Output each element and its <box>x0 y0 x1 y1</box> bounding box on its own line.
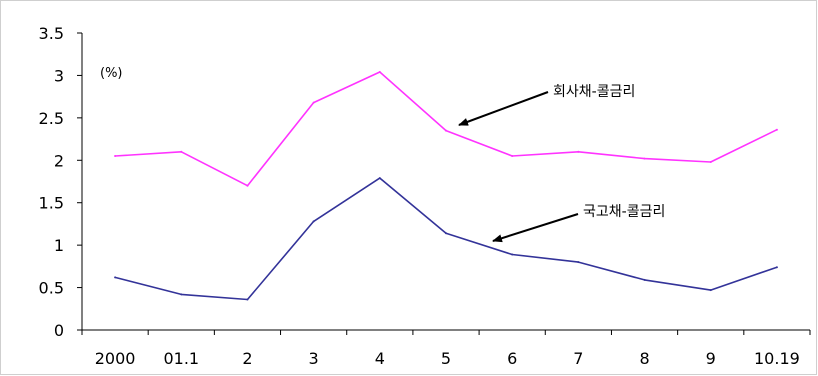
y-tick-label: 2 <box>54 151 64 170</box>
data-point <box>312 101 315 104</box>
data-point <box>445 232 447 235</box>
data-point <box>643 157 646 160</box>
arrow-icon <box>492 213 579 243</box>
data-point <box>709 289 712 292</box>
x-tick-label: 2 <box>242 349 252 368</box>
data-point <box>709 160 712 163</box>
y-tick-label: 3 <box>54 66 64 85</box>
data-point <box>114 276 117 279</box>
data-point <box>775 266 778 269</box>
x-tick-label: 5 <box>441 349 451 368</box>
data-point <box>511 155 514 158</box>
x-tick-label: 01.1 <box>163 349 199 368</box>
data-point <box>577 150 580 153</box>
x-ticks: 2000 01.1 2 3 4 5 6 7 8 9 10.19 <box>81 330 811 368</box>
series-layer <box>114 71 778 301</box>
y-tick-label: 0.5 <box>39 279 64 298</box>
y-tick-label: 1 <box>54 236 64 255</box>
y-tick-label: 0 <box>54 321 64 340</box>
x-tick-label: 2000 <box>95 349 136 368</box>
series-label-1: 회사채-콜금리 <box>553 84 635 100</box>
data-point <box>180 293 183 296</box>
x-tick-label: 9 <box>706 349 716 368</box>
x-tick-label: 4 <box>375 349 385 368</box>
arrow-icon <box>458 91 549 126</box>
y-ticks: 3.5 3 2.5 2 1.5 1 0.5 0 <box>39 24 82 340</box>
x-tick-label: 6 <box>507 349 517 368</box>
x-tick-label: 8 <box>639 349 649 368</box>
data-point <box>246 184 249 187</box>
x-tick-label: 3 <box>309 349 319 368</box>
data-point <box>378 71 381 74</box>
data-point <box>246 298 249 301</box>
unit-label: (%) <box>100 66 123 81</box>
y-tick-label: 2.5 <box>39 109 64 128</box>
data-point <box>114 155 117 158</box>
y-tick-label: 1.5 <box>39 194 64 213</box>
data-point <box>312 220 315 223</box>
data-point <box>775 128 778 131</box>
data-point <box>577 261 580 264</box>
x-tick-label: 10.19 <box>754 349 800 368</box>
series-label-2: 국고채-콜금리 <box>583 204 665 220</box>
data-point <box>180 150 183 153</box>
y-tick-label: 3.5 <box>39 24 64 43</box>
x-tick-label: 7 <box>573 349 583 368</box>
data-point <box>511 253 514 256</box>
data-point <box>643 278 646 281</box>
data-point <box>445 129 447 132</box>
data-point <box>378 177 381 180</box>
